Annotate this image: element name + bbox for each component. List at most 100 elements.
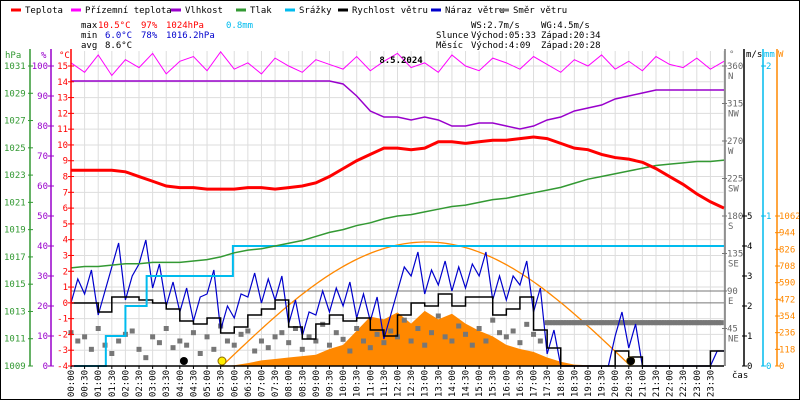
tick-label-compass: E: [728, 297, 733, 307]
wind-direction-point: [607, 320, 613, 326]
legend-entry: Tlak: [250, 6, 272, 16]
wind-direction-point: [292, 326, 298, 331]
wind-direction-point: [588, 320, 594, 326]
wind-direction-point: [258, 338, 264, 344]
tick-label-ms: 0: [747, 362, 752, 372]
wind-direction-point: [631, 320, 637, 326]
tick-label-time: 03:30: [162, 370, 172, 397]
wind-direction-point: [626, 320, 632, 326]
wind-direction-point: [150, 334, 156, 340]
axis-ms-label: m/s: [746, 50, 762, 60]
wind-direction-point: [697, 320, 703, 326]
wind-direction-point: [435, 313, 441, 319]
tick-label-time: 05:00: [203, 370, 213, 397]
wind-direction-point: [634, 320, 640, 326]
tick-label-time: 16:30: [516, 370, 526, 397]
wind-direction-point: [360, 338, 366, 344]
tick-label-time: 00:00: [67, 370, 77, 397]
tick-label-temp: -3: [57, 346, 68, 356]
wind-direction-point: [286, 340, 292, 346]
stat-sun-label: Slunce: [436, 31, 469, 41]
tick-label-hpa: 1017: [4, 253, 26, 263]
stat-min-temp: 6.0°C: [105, 31, 132, 41]
wind-direction-point: [456, 323, 462, 329]
tick-label-w: 1062: [779, 212, 799, 222]
tick-label-percent: 10: [37, 332, 48, 342]
tick-label-percent: 0: [43, 362, 48, 372]
tick-label-compass: NE: [728, 335, 739, 345]
wind-direction-point: [415, 326, 421, 331]
stat-max-temp: 10.5°C: [98, 21, 131, 31]
wind-direction-point: [306, 334, 312, 340]
wind-direction-point: [677, 320, 683, 326]
tick-label-time: 20:00: [611, 370, 621, 397]
tick-label-compass: S: [728, 222, 733, 232]
tick-label-w: 118: [779, 345, 795, 355]
wind-direction-point: [463, 331, 469, 337]
wind-direction-point: [422, 342, 428, 348]
stat-avg-temp: 8.6°C: [105, 41, 132, 51]
wind-direction-point: [88, 346, 94, 352]
wind-direction-point: [596, 320, 602, 326]
tick-label-temp: 4: [63, 236, 68, 246]
tick-label-hpa: 1031: [4, 62, 26, 72]
moonrise-marker: [179, 357, 188, 365]
tick-label-time: 14:00: [448, 370, 458, 397]
tick-label-hpa: 1021: [4, 198, 26, 208]
tick-label-compass: W: [728, 147, 734, 157]
legend-entry: Směr větru: [513, 6, 567, 16]
wind-direction-point: [683, 320, 689, 326]
tick-label-hpa: 1027: [4, 117, 26, 127]
wind-direction-point: [718, 320, 724, 326]
tick-label-time: 21:00: [638, 370, 648, 397]
legend-entry: Přízemní teplota: [85, 6, 172, 16]
wind-direction-point: [265, 345, 271, 351]
wind-direction-point: [675, 320, 681, 326]
tick-label-w: 472: [779, 295, 795, 305]
tick-label-mm: 0: [766, 362, 771, 372]
tick-label-time: 19:30: [598, 370, 608, 397]
tick-label-time: 10:30: [353, 370, 363, 397]
sunrise-marker: [217, 356, 227, 366]
tick-label-time: 06:00: [230, 370, 240, 397]
wind-direction-point: [279, 330, 285, 336]
stat-sunrise: Východ:05:33: [471, 31, 536, 41]
tick-label-w: 354: [779, 312, 795, 322]
tick-label-percent: 90: [37, 92, 48, 102]
moonset-marker: [626, 357, 635, 365]
wind-direction-point: [637, 320, 643, 326]
tick-label-time: 15:30: [489, 370, 499, 397]
tick-label-temp: 0: [63, 299, 68, 309]
wind-direction-point: [628, 320, 634, 326]
tick-label-direction: 225: [727, 175, 743, 185]
legend-entry: Vlhkost: [185, 6, 223, 16]
tick-label-w: 236: [779, 329, 795, 339]
wind-direction-point: [566, 320, 572, 326]
wind-direction-point: [571, 320, 577, 326]
wind-direction-point: [517, 340, 523, 346]
wind-direction-point: [136, 346, 142, 352]
wind-direction-point: [699, 320, 705, 326]
tick-label-percent: 30: [37, 272, 48, 282]
wind-direction-point: [688, 320, 694, 326]
tick-label-temp: 15: [57, 62, 68, 72]
tick-label-time: 12:00: [394, 370, 404, 397]
tick-label-time: 23:30: [706, 370, 716, 397]
legend-entry: Teplota: [25, 6, 63, 16]
wind-direction-point: [245, 328, 251, 334]
tick-label-time: 01:00: [94, 370, 104, 397]
tick-label-time: 11:30: [380, 370, 390, 397]
tick-label-direction: 90: [727, 287, 738, 297]
tick-label-percent: 100: [32, 62, 48, 72]
wind-direction-point: [116, 338, 122, 344]
wind-direction-point: [354, 326, 360, 331]
wind-direction-point: [691, 320, 697, 326]
humidity-line: [71, 80, 724, 130]
stat-min-label: min: [81, 31, 97, 41]
tick-label-time: 07:30: [271, 370, 281, 397]
wind-direction-point: [272, 334, 278, 340]
wind-direction-point: [197, 351, 203, 356]
wind-direction-point: [580, 320, 586, 326]
stat-max-rain: 0.8mm: [226, 21, 253, 31]
tick-label-w: 826: [779, 245, 795, 255]
